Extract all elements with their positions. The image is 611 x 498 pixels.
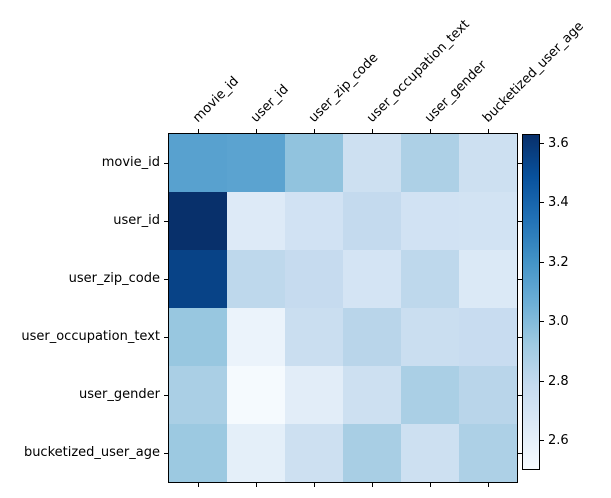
heatmap-cell-user_occupation_text-x-movie_id <box>169 308 227 366</box>
heatmap-cell-user_zip_code-x-bucketized_user_age <box>459 250 517 308</box>
heatmap-cell-user_occupation_text-x-user_id <box>227 308 285 366</box>
heatmap-cell-bucketized_user_age-x-user_id <box>227 424 285 482</box>
left-tick-mark <box>164 221 168 222</box>
left-tick-mark <box>164 453 168 454</box>
x-axis-label-user_id: user_id <box>248 82 292 126</box>
top-tick-mark <box>314 129 315 133</box>
heatmap-cell-user_zip_code-x-user_id <box>227 250 285 308</box>
heatmap-cell-bucketized_user_age-x-user_gender <box>401 424 459 482</box>
bottom-tick-mark <box>372 483 373 487</box>
x-axis-label-user_occupation_text: user_occupation_text <box>364 17 473 126</box>
left-tick-mark <box>164 337 168 338</box>
heatmap-cell-movie_id-x-user_occupation_text <box>343 134 401 192</box>
right-tick-mark <box>518 221 522 222</box>
heatmap-cell-user_occupation_text-x-user_zip_code <box>285 308 343 366</box>
heatmap-cell-movie_id-x-user_gender <box>401 134 459 192</box>
heatmap-cell-movie_id-x-movie_id <box>169 134 227 192</box>
y-axis-label-user_gender: user_gender <box>79 387 160 402</box>
heatmap-cell-bucketized_user_age-x-user_zip_code <box>285 424 343 482</box>
top-tick-mark <box>256 129 257 133</box>
top-tick-mark <box>488 129 489 133</box>
heatmap-cell-bucketized_user_age-x-user_occupation_text <box>343 424 401 482</box>
heatmap-plot-area <box>168 133 518 483</box>
right-tick-mark <box>518 163 522 164</box>
heatmap-cell-bucketized_user_age-x-bucketized_user_age <box>459 424 517 482</box>
heatmap-cell-user_id-x-user_id <box>227 192 285 250</box>
left-tick-mark <box>164 279 168 280</box>
heatmap-cell-movie_id-x-user_zip_code <box>285 134 343 192</box>
right-tick-mark <box>518 337 522 338</box>
heatmap-cell-user_gender-x-user_id <box>227 366 285 424</box>
left-tick-mark <box>164 163 168 164</box>
left-tick-mark <box>164 395 168 396</box>
colorbar-tick-label: 2.8 <box>548 373 569 389</box>
heatmap-cell-user_id-x-user_occupation_text <box>343 192 401 250</box>
heatmap-cell-user_gender-x-movie_id <box>169 366 227 424</box>
heatmap-cell-movie_id-x-user_id <box>227 134 285 192</box>
heatmap-cell-user_gender-x-user_gender <box>401 366 459 424</box>
right-tick-mark <box>518 453 522 454</box>
colorbar-tick-mark <box>540 202 544 204</box>
heatmap-cell-user_occupation_text-x-user_gender <box>401 308 459 366</box>
colorbar-tick-mark <box>540 261 544 263</box>
heatmap-cell-user_gender-x-user_zip_code <box>285 366 343 424</box>
heatmap-cell-user_id-x-user_gender <box>401 192 459 250</box>
x-axis-label-movie_id: movie_id <box>190 73 242 126</box>
heatmap-cell-user_gender-x-bucketized_user_age <box>459 366 517 424</box>
right-tick-mark <box>518 395 522 396</box>
bottom-tick-mark <box>430 483 431 487</box>
heatmap-cell-user_zip_code-x-user_gender <box>401 250 459 308</box>
colorbar-tick-label: 2.6 <box>548 433 569 449</box>
heatmap-cell-movie_id-x-bucketized_user_age <box>459 134 517 192</box>
y-axis-label-bucketized_user_age: bucketized_user_age <box>23 445 160 460</box>
heatmap-cell-user_zip_code-x-user_occupation_text <box>343 250 401 308</box>
heatmap-cell-user_zip_code-x-user_zip_code <box>285 250 343 308</box>
colorbar-tick-mark <box>540 440 544 442</box>
top-tick-mark <box>430 129 431 133</box>
heatmap-cell-user_id-x-movie_id <box>169 192 227 250</box>
colorbar-tick-mark <box>540 380 544 382</box>
colorbar-tick-label: 3.4 <box>548 195 569 211</box>
top-tick-mark <box>372 129 373 133</box>
heatmap-cell-bucketized_user_age-x-movie_id <box>169 424 227 482</box>
heatmap-cell-user_occupation_text-x-bucketized_user_age <box>459 308 517 366</box>
heatmap-cell-user_occupation_text-x-user_occupation_text <box>343 308 401 366</box>
heatmap-cell-user_id-x-user_zip_code <box>285 192 343 250</box>
heatmap-cell-user_zip_code-x-movie_id <box>169 250 227 308</box>
top-tick-mark <box>198 129 199 133</box>
colorbar-tick-mark <box>540 321 544 323</box>
x-axis-label-bucketized_user_age: bucketized_user_age <box>480 18 587 126</box>
y-axis-label-movie_id: movie_id <box>101 155 160 170</box>
right-tick-mark <box>518 279 522 280</box>
y-axis-label-user_zip_code: user_zip_code <box>68 271 160 286</box>
bottom-tick-mark <box>198 483 199 487</box>
heatmap-cell-user_id-x-bucketized_user_age <box>459 192 517 250</box>
colorbar-tick-label: 3.6 <box>548 135 569 151</box>
bottom-tick-mark <box>488 483 489 487</box>
y-axis-label-user_occupation_text: user_occupation_text <box>21 329 160 344</box>
y-axis-label-user_id: user_id <box>113 213 160 228</box>
colorbar-tick-label: 3.0 <box>548 314 569 330</box>
heatmap-cell-user_gender-x-user_occupation_text <box>343 366 401 424</box>
colorbar-tick-label: 3.2 <box>548 254 569 270</box>
bottom-tick-mark <box>256 483 257 487</box>
bottom-tick-mark <box>314 483 315 487</box>
colorbar <box>522 134 540 470</box>
colorbar-tick-mark <box>540 142 544 144</box>
